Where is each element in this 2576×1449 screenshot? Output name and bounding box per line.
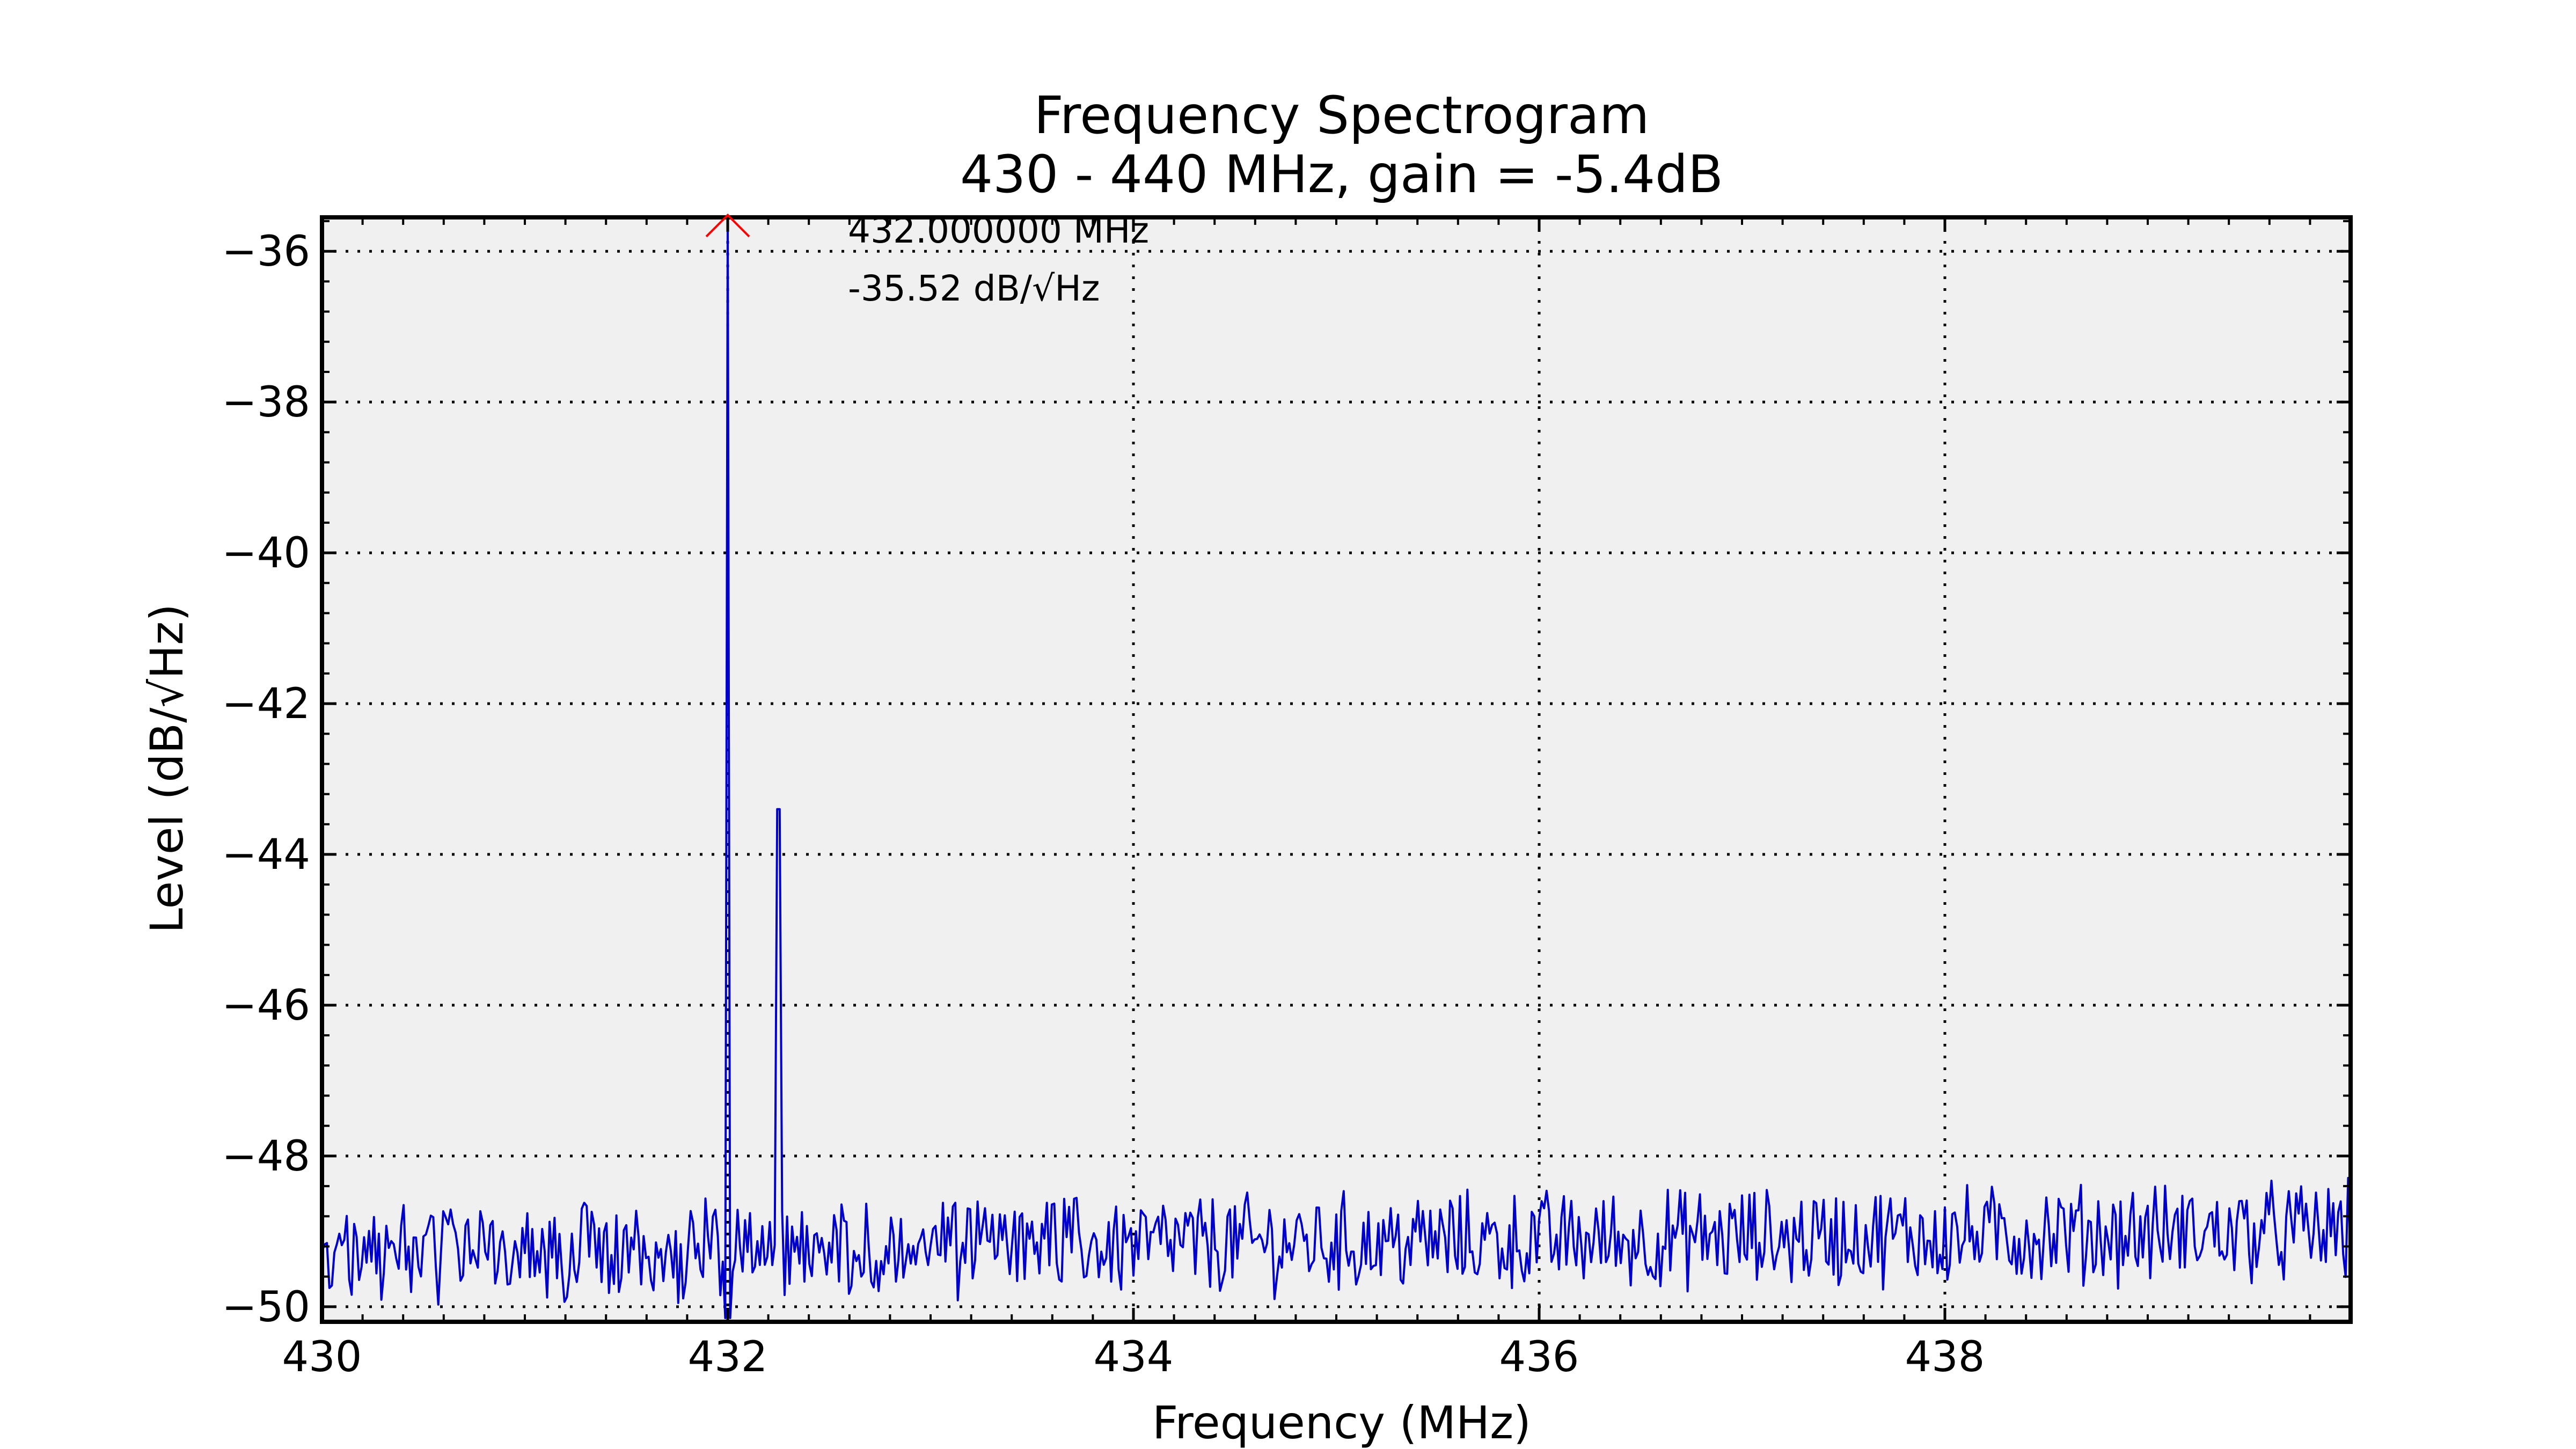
x-tick-label-4: 438 bbox=[1905, 1333, 1985, 1381]
peak-marker bbox=[705, 213, 750, 238]
x-tick-label-0: 430 bbox=[282, 1333, 362, 1381]
peak-annotation-level: -35.52 dB/√Hz bbox=[848, 268, 1100, 309]
y-tick-label-0: −36 bbox=[222, 228, 310, 276]
y-tick-label-7: −50 bbox=[222, 1283, 310, 1331]
spectrum-line bbox=[321, 214, 2352, 1319]
chart-title: Frequency Spectrogram bbox=[1034, 85, 1650, 145]
x-tick-label-2: 434 bbox=[1094, 1333, 1174, 1381]
y-tick-label-6: −48 bbox=[222, 1132, 310, 1181]
x-axis-label: Frequency (MHz) bbox=[1152, 1396, 1531, 1449]
y-axis-label: Level (dB/√Hz) bbox=[141, 604, 193, 933]
y-tick-label-1: −38 bbox=[222, 378, 310, 427]
y-tick-label-2: −40 bbox=[222, 529, 310, 577]
y-tick-label-4: −44 bbox=[222, 831, 310, 879]
peak-annotation-frequency: 432.000000 MHz bbox=[848, 210, 1149, 251]
y-tick-label-5: −46 bbox=[222, 982, 310, 1030]
x-tick-label-1: 432 bbox=[688, 1333, 768, 1381]
chart-subtitle: 430 - 440 MHz, gain = -5.4dB bbox=[960, 144, 1723, 204]
x-tick-label-3: 436 bbox=[1499, 1333, 1579, 1381]
y-tick-label-3: −42 bbox=[222, 680, 310, 728]
